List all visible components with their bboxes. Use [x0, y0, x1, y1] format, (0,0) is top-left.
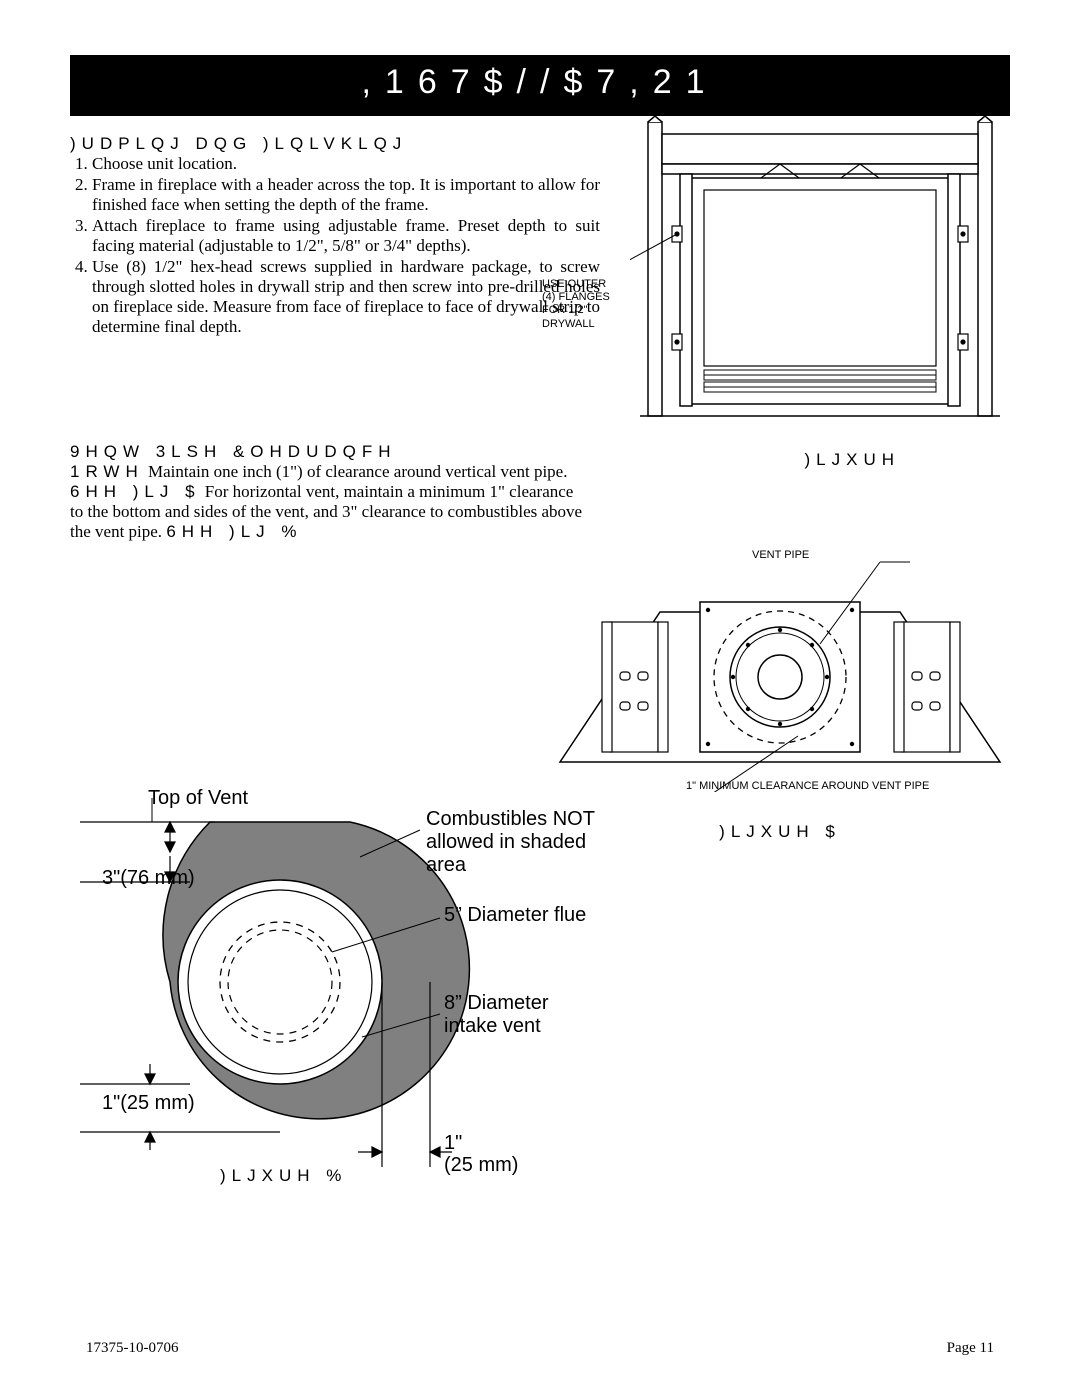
- combustibles-l2: allowed in shaded: [426, 831, 595, 854]
- framing-heading: )UDPLQJ DQG )LQLVKLQJ: [70, 134, 600, 154]
- dim-1in-right-a: 1": [444, 1132, 518, 1154]
- intake-label: 8” Diameter intake vent: [444, 992, 548, 1038]
- vent-body1: Maintain one inch (1") of clearance arou…: [144, 462, 568, 481]
- page-title: ,167$//$7,21: [361, 63, 718, 101]
- dim-1in-right-b: (25 mm): [444, 1154, 518, 1176]
- step-3: Attach fireplace to frame using adjustab…: [92, 216, 600, 256]
- flange-note-l1: USE OUTER: [542, 278, 610, 291]
- footer-left: 17375-10-0706: [86, 1340, 179, 1357]
- intake-l1: 8” Diameter: [444, 992, 548, 1015]
- vent-ref2: 6HH )LJ %: [166, 522, 302, 541]
- framing-steps: Choose unit location. Frame in fireplace…: [70, 154, 600, 337]
- upper-columns: )UDPLQJ DQG )LQLVKLQJ Choose unit locati…: [70, 116, 1010, 426]
- vent-pipe-label: VENT PIPE: [752, 549, 809, 562]
- figure4B-wrap: Top of Vent Combustibles NOT allowed in …: [40, 752, 620, 1192]
- vent-body: 1RWH Maintain one inch (1") of clearance…: [70, 462, 590, 542]
- step-1: Choose unit location.: [92, 154, 600, 174]
- flue-label: 5” Diameter flue: [444, 904, 586, 927]
- page-title-bar: ,167$//$7,21: [70, 55, 1010, 116]
- combustibles-label: Combustibles NOT allowed in shaded area: [426, 808, 595, 877]
- figure4B-caption: )LJXUH %: [220, 1166, 347, 1186]
- vent-note-label: 1RWH: [70, 462, 144, 481]
- figure4-column: USE OUTER (4) FLANGES FOR 1/2" DRYWALL: [630, 116, 1010, 426]
- framing-column: )UDPLQJ DQG )LQLVKLQJ Choose unit locati…: [70, 116, 600, 426]
- intake-l2: intake vent: [444, 1015, 548, 1038]
- step-4: Use (8) 1/2" hex-head screws supplied in…: [92, 257, 600, 337]
- flange-note-l4: DRYWALL: [542, 318, 610, 331]
- clearance-label: 1" MINIMUM CLEARANCE AROUND VENT PIPE: [686, 780, 929, 793]
- footer-right: Page 11: [947, 1340, 994, 1357]
- page-footer: 17375-10-0706 Page 11: [86, 1340, 994, 1357]
- flange-note-l2: (4) FLANGES: [542, 291, 610, 304]
- dim-1in-right: 1" (25 mm): [444, 1132, 518, 1176]
- combustibles-l1: Combustibles NOT: [426, 808, 595, 831]
- dim-3in: 3"(76 mm): [102, 867, 195, 890]
- flange-note-l3: FOR 1/2": [542, 304, 610, 317]
- dim-1in-left: 1"(25 mm): [102, 1092, 195, 1115]
- vent-ref1: 6HH )LJ $: [70, 482, 201, 501]
- figure4-drawing: [630, 116, 1010, 426]
- top-of-vent-label: Top of Vent: [148, 787, 248, 810]
- combustibles-l3: area: [426, 854, 595, 877]
- flange-note: USE OUTER (4) FLANGES FOR 1/2" DRYWALL: [542, 278, 610, 331]
- lower-diagrams: VENT PIPE 1" MINIMUM CLEARANCE AROUND VE…: [70, 572, 1010, 1212]
- figure4-caption: )LJXUH: [804, 450, 900, 469]
- step-2: Frame in fireplace with a header across …: [92, 175, 600, 215]
